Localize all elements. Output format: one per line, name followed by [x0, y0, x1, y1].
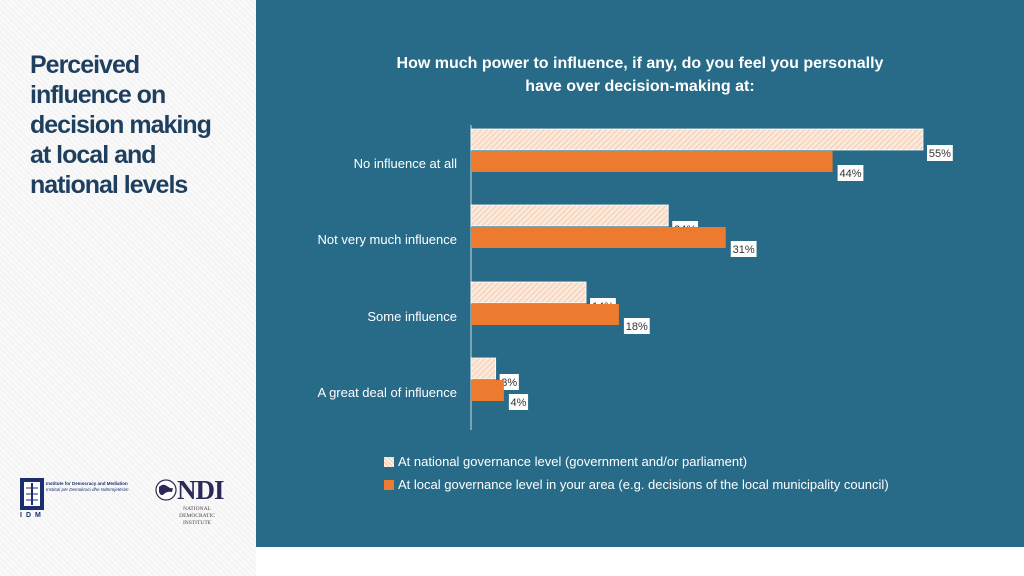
data-label-box [730, 241, 757, 257]
idm-letters: IDM [20, 512, 45, 519]
page-title-line: influence on [30, 81, 166, 109]
ndi-sub-line: INSTITUTE [182, 520, 212, 526]
data-label-box [837, 165, 864, 181]
legend-item-local: At local governance level in your area (… [384, 473, 889, 496]
legend-swatch-local [384, 479, 394, 490]
bar-national [470, 357, 497, 380]
ndi-sub-line: NATIONAL [183, 506, 211, 512]
idm-name-line: Institute for Democracy and Mediation [46, 481, 128, 486]
left-panel: Perceived influence on decision making a… [0, 0, 256, 576]
globe-icon [155, 479, 177, 501]
bar-local [471, 304, 619, 325]
idm-name: Institute for Democracy and Mediation In… [46, 481, 136, 493]
data-label: 4% [511, 397, 527, 409]
category-label: Some influence [367, 309, 457, 324]
bar-local [471, 380, 504, 401]
page-title-line: national levels [30, 171, 188, 199]
bottom-strip [280, 547, 1024, 576]
bar-national [470, 128, 924, 151]
chart-title-line: have over decision-making at: [525, 78, 755, 95]
legend-item-national: At national governance level (government… [384, 450, 889, 473]
page-title-line: Perceived [30, 51, 140, 79]
legend: At national governance level (government… [384, 450, 889, 496]
idm-name-line: Instituti për Demokraci dhe Ndërmjetësim [46, 487, 129, 492]
page-title: Perceived influence on decision making a… [30, 50, 245, 200]
legend-label-national: At national governance level (government… [398, 454, 748, 469]
data-label-box [623, 318, 650, 334]
ndi-logo: NDI NATIONAL DEMOCRATIC INSTITUTE [155, 475, 239, 535]
bar-national [470, 281, 587, 304]
category-label: A great deal of influence [317, 385, 458, 400]
ndi-subtitle: NATIONAL DEMOCRATIC INSTITUTE [155, 506, 239, 527]
bar-local [471, 151, 833, 172]
data-label: 3% [501, 377, 517, 389]
data-label-box [927, 145, 953, 161]
page-title-line: decision making [30, 111, 212, 139]
bar-local [471, 227, 726, 248]
data-label-box [508, 394, 529, 410]
legend-label-local: At local governance level in your area (… [398, 477, 889, 492]
legend-swatch-national [384, 456, 394, 467]
data-label: 31% [733, 244, 755, 256]
chart-title: How much power to influence, if any, do … [360, 52, 920, 98]
data-label: 44% [839, 168, 861, 180]
idm-emblem-icon [20, 478, 44, 510]
chart-title-line: How much power to influence, if any, do … [396, 55, 884, 72]
data-label-box [499, 374, 519, 390]
data-label: 18% [626, 321, 648, 333]
idm-logo: Institute for Democracy and Mediation In… [20, 478, 140, 523]
category-label: Not very much influence [317, 232, 457, 247]
bar-national [470, 204, 669, 227]
ndi-sub-line: DEMOCRATIC [179, 513, 215, 519]
category-label: No influence at all [353, 156, 457, 171]
page-title-line: at local and [30, 141, 157, 169]
ndi-wordmark: NDI [177, 475, 225, 505]
data-label: 55% [929, 148, 951, 160]
chart-panel [256, 0, 1024, 547]
